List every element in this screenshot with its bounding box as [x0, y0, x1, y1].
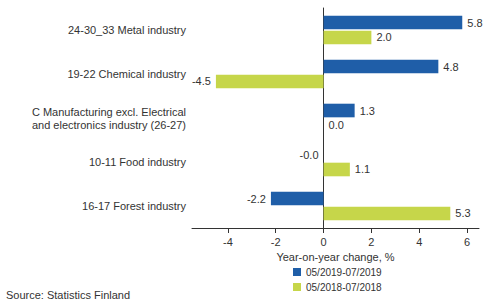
- svg-text:1.1: 1.1: [355, 163, 370, 175]
- svg-text:05/2018-07/2018: 05/2018-07/2018: [306, 282, 382, 293]
- svg-text:C Manufacturing excl. Electric: C Manufacturing excl. Electrical: [32, 106, 186, 118]
- svg-text:4.8: 4.8: [443, 61, 458, 73]
- svg-text:0: 0: [320, 236, 326, 248]
- svg-text:and electronics industry (26-2: and electronics industry (26-27): [32, 119, 186, 131]
- svg-text:1.3: 1.3: [360, 105, 375, 117]
- svg-text:24-30_33 Metal industry: 24-30_33 Metal industry: [68, 24, 187, 36]
- svg-text:-2: -2: [271, 236, 281, 248]
- svg-text:6: 6: [464, 236, 470, 248]
- svg-text:05/2019-07/2019: 05/2019-07/2019: [306, 267, 382, 278]
- svg-text:4: 4: [416, 236, 422, 248]
- svg-text:16-17 Forest industry: 16-17 Forest industry: [82, 200, 186, 212]
- svg-text:-4: -4: [223, 236, 233, 248]
- svg-text:5.3: 5.3: [455, 207, 470, 219]
- svg-text:2.0: 2.0: [376, 31, 391, 43]
- svg-text:0.0: 0.0: [329, 119, 344, 131]
- svg-text:-0.0: -0.0: [300, 149, 319, 161]
- svg-text:19-22 Chemical industry: 19-22 Chemical industry: [67, 68, 186, 80]
- svg-text:-2.2: -2.2: [247, 193, 266, 205]
- svg-text:5.8: 5.8: [467, 17, 482, 29]
- svg-text:Year-on-year change, %: Year-on-year change, %: [276, 251, 394, 263]
- svg-text:-4.5: -4.5: [192, 75, 211, 87]
- svg-text:2: 2: [368, 236, 374, 248]
- svg-text:Source: Statistics Finland: Source: Statistics Finland: [6, 289, 130, 301]
- svg-text:10-11 Food industry: 10-11 Food industry: [89, 156, 187, 168]
